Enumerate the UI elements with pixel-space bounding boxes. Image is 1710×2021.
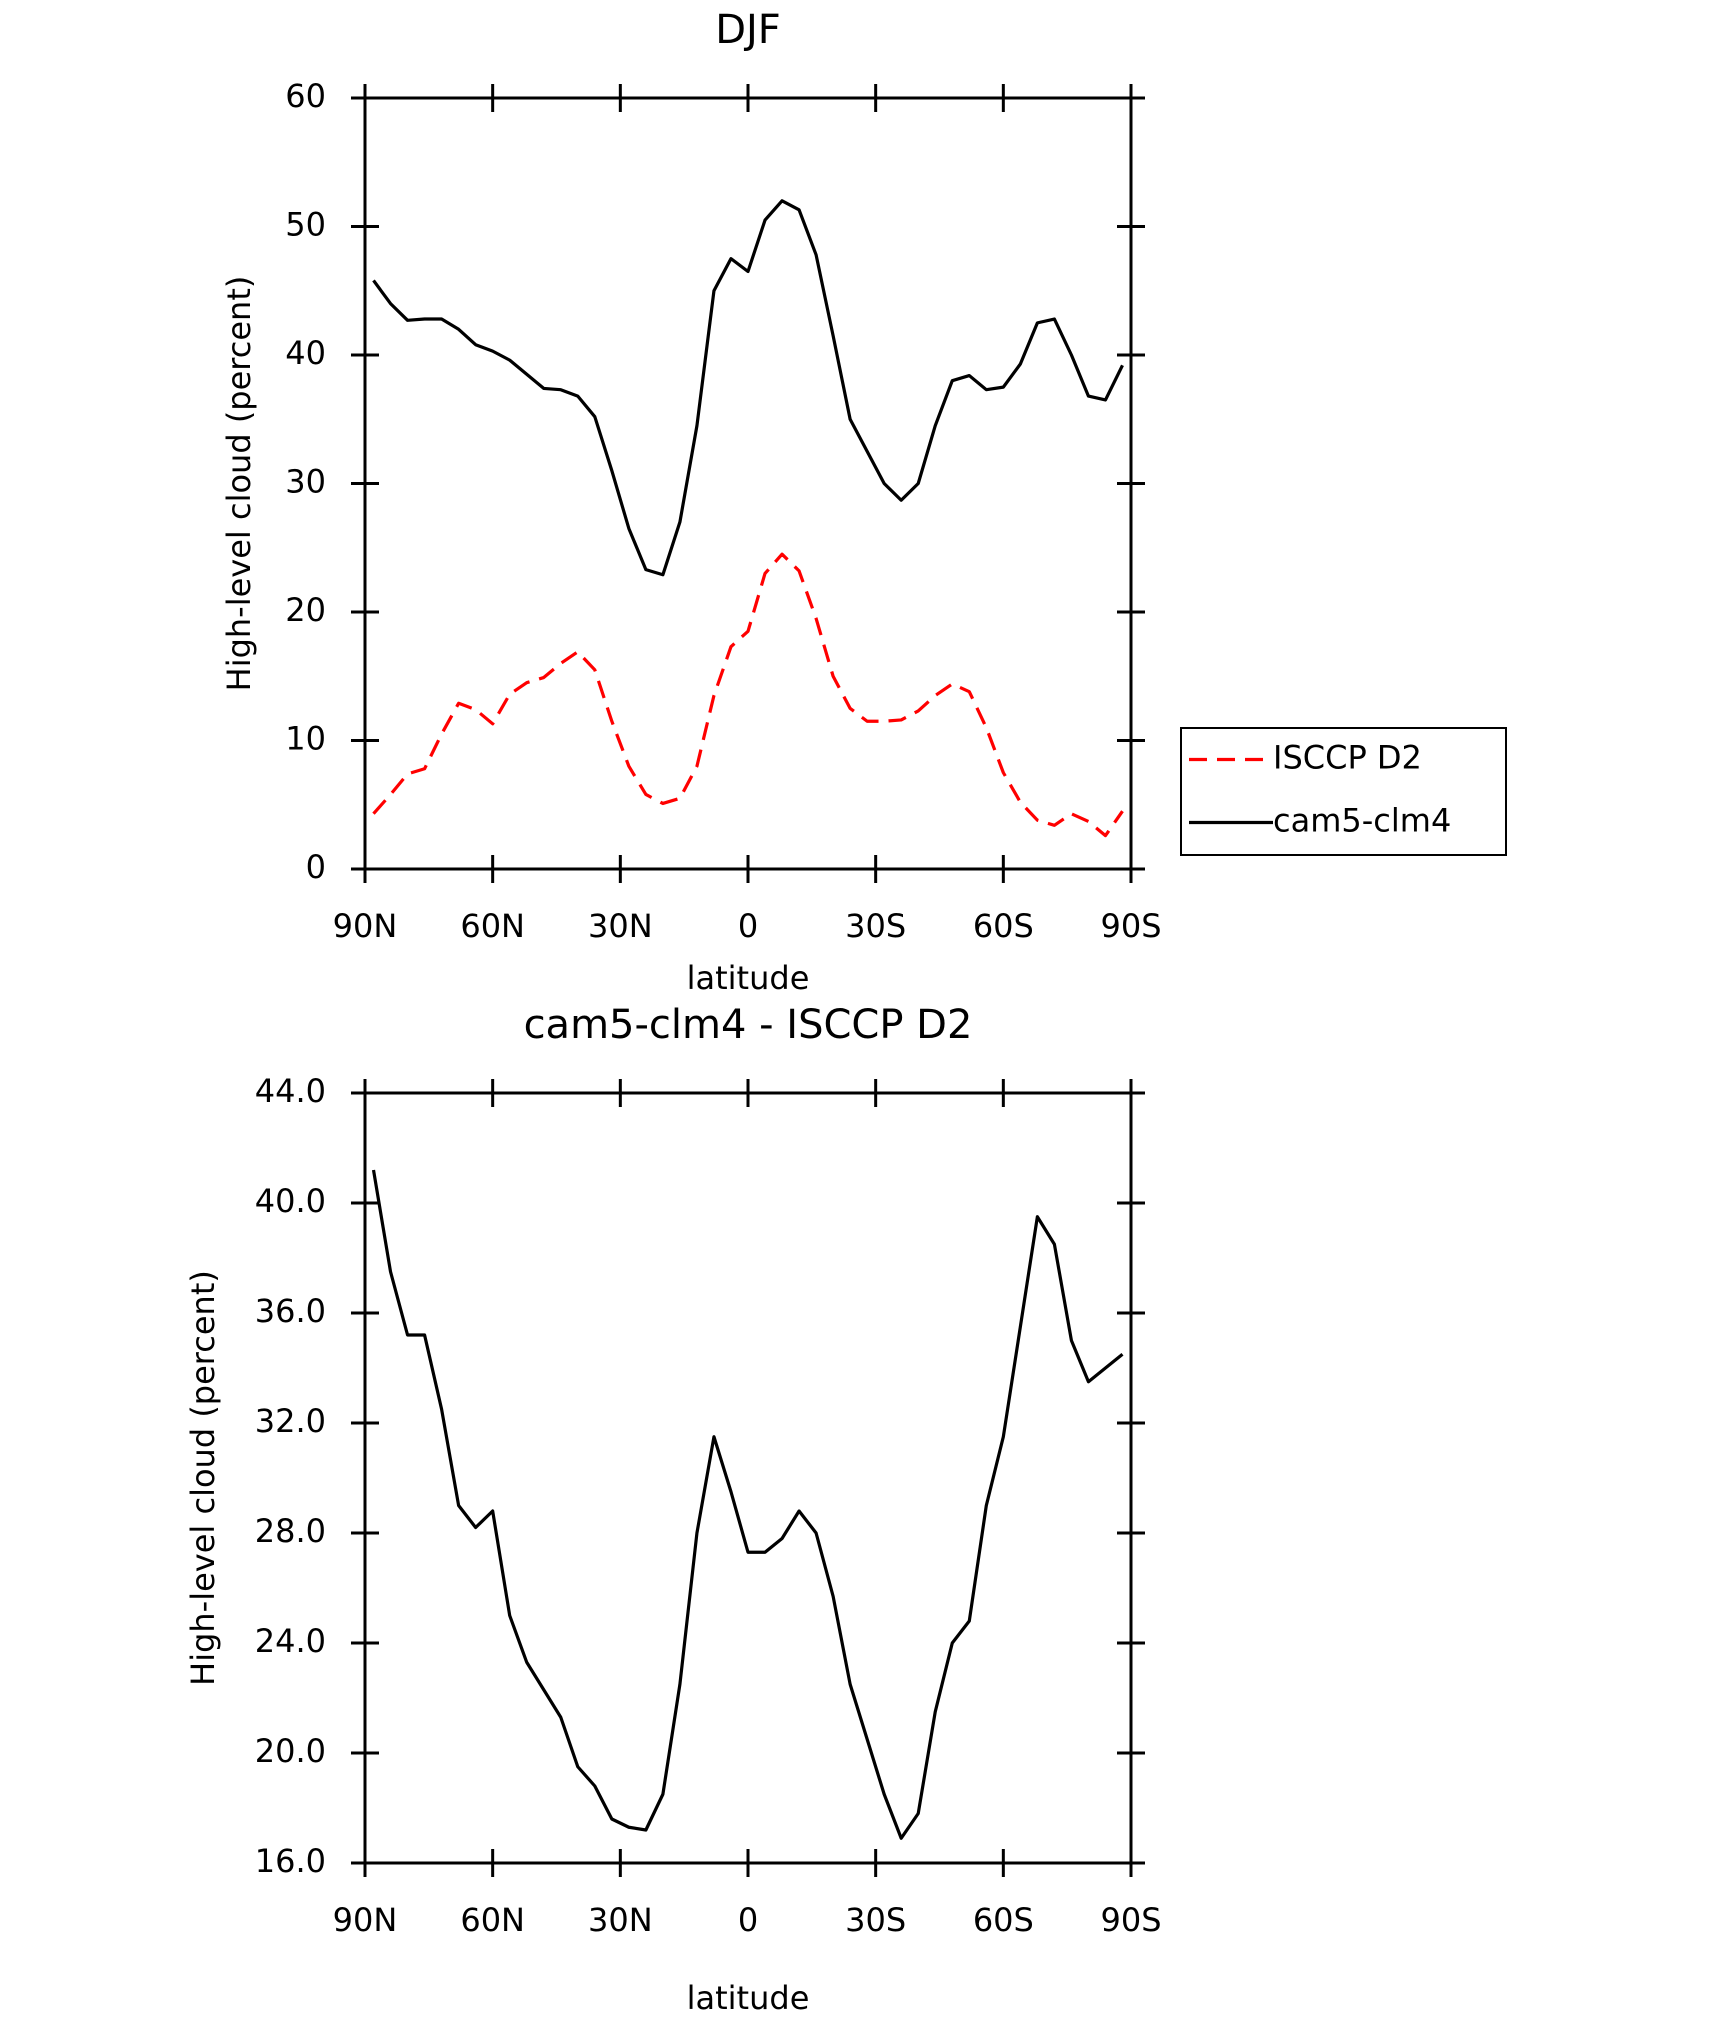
- chart-title: cam5-clm4 - ISCCP D2: [524, 1002, 973, 1048]
- x-tick-label: 60N: [460, 1901, 525, 1939]
- data-line: [372, 199, 1124, 577]
- x-tick-label: 90N: [333, 907, 398, 945]
- x-tick-label: 60N: [460, 907, 525, 945]
- y-tick-label: 40.0: [255, 1182, 326, 1220]
- x-tick-label: 30N: [588, 1901, 653, 1939]
- y-tick-label: 24.0: [255, 1622, 326, 1660]
- legend-label: cam5-clm4: [1273, 802, 1451, 840]
- plot-frame: [363, 96, 1133, 871]
- legend-label: ISCCP D2: [1273, 739, 1422, 777]
- x-tick-label: 90S: [1100, 1901, 1161, 1939]
- y-tick-label: 10: [285, 720, 326, 758]
- y-axis-label: High-level cloud (percent): [184, 1270, 222, 1686]
- x-tick-label: 0: [738, 1901, 758, 1939]
- x-tick-label: 60S: [973, 1901, 1034, 1939]
- y-tick-label: 16.0: [255, 1842, 326, 1880]
- x-axis-label: latitude: [687, 1979, 810, 2017]
- x-tick-label: 30N: [588, 907, 653, 945]
- x-tick-label: 30S: [845, 1901, 906, 1939]
- x-tick-label: 30S: [845, 907, 906, 945]
- data-line: [372, 552, 1124, 838]
- y-tick-label: 44.0: [255, 1072, 326, 1110]
- plot-frame: [363, 1091, 1133, 1865]
- legend-box: [1180, 727, 1507, 856]
- y-tick-label: 30: [285, 463, 326, 501]
- y-tick-label: 20.0: [255, 1732, 326, 1770]
- y-tick-label: 36.0: [255, 1292, 326, 1330]
- y-tick-label: 50: [285, 206, 326, 244]
- y-tick-label: 32.0: [255, 1402, 326, 1440]
- x-tick-label: 90S: [1100, 907, 1161, 945]
- data-line: [371, 1169, 1124, 1840]
- y-tick-label: 0: [306, 848, 326, 886]
- x-tick-label: 90N: [333, 1901, 398, 1939]
- y-axis-label: High-level cloud (percent): [220, 276, 258, 692]
- x-axis-label: latitude: [687, 959, 810, 997]
- x-tick-label: 60S: [973, 907, 1034, 945]
- y-tick-label: 20: [285, 591, 326, 629]
- chart-title: DJF: [715, 7, 781, 53]
- y-tick-label: 60: [285, 77, 326, 115]
- y-tick-label: 40: [285, 334, 326, 372]
- x-tick-label: 0: [738, 907, 758, 945]
- y-tick-label: 28.0: [255, 1512, 326, 1550]
